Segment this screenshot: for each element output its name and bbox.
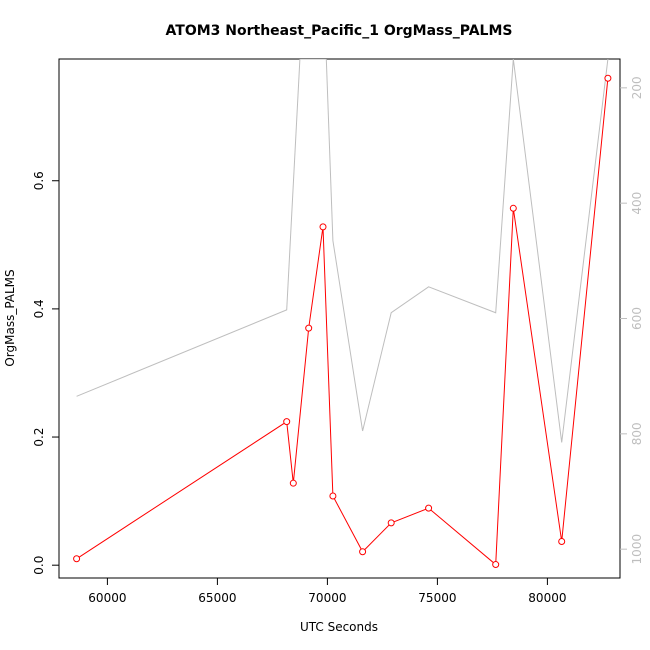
data-point [329,492,337,500]
y-tick-label: 0.4 [32,299,46,318]
series-layer [76,59,609,566]
y2-tick-label: 400 [630,192,644,215]
data-point [319,223,327,231]
data-point [387,519,395,527]
chart-title: ATOM3 Northeast_Pacific_1 OrgMass_PALMS [166,23,513,39]
data-point [492,561,500,569]
x-tick-label: 70000 [308,591,346,605]
series-line-0 [76,78,609,566]
data-point [289,479,297,487]
data-point [283,418,291,426]
y-axis: 0.0 0.2 0.4 0.6 [32,171,59,575]
y-tick-label: 0.0 [32,556,46,575]
data-point [425,504,433,512]
data-point [509,204,517,212]
data-point [359,548,367,556]
x-axis: 60000 65000 70000 75000 80000 [88,578,566,605]
y2-tick-label: 800 [630,422,644,445]
y2-tick-label: 200 [630,76,644,99]
y2-tick-label: 600 [630,307,644,330]
x-tick-label: 60000 [88,591,126,605]
y-tick-label: 0.6 [32,171,46,190]
data-point [305,324,313,332]
x-tick-label: 75000 [418,591,456,605]
data-point [604,74,612,82]
y-axis-label: OrgMass_PALMS [3,269,17,366]
y2-tick-label: 1000 [630,534,644,565]
marker-layer [73,74,612,569]
plot-frame [58,58,621,579]
x-axis-label: UTC Seconds [300,620,378,634]
data-point [558,537,566,545]
series-line-1 [76,59,609,443]
y-tick-label: 0.2 [32,427,46,446]
data-point [73,555,81,563]
y2-axis: 200 400 600 800 1000 [620,76,644,564]
x-tick-label: 80000 [528,591,566,605]
x-tick-label: 65000 [198,591,236,605]
